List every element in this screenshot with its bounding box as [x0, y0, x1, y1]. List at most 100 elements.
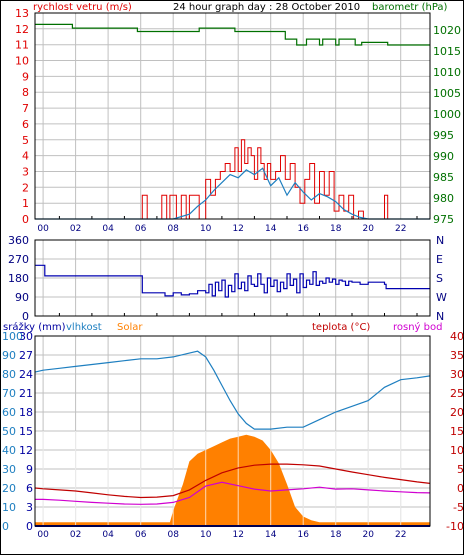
humidity-tick-label: 50	[2, 425, 16, 438]
wind-tick-label: 6	[22, 118, 29, 131]
rain-tick-label: 12	[19, 444, 33, 457]
pressure-tick-label: 995	[433, 129, 454, 142]
panel-frame-overlay	[34, 12, 431, 220]
wind-axis-title: rychlost vetru (m/s)	[33, 2, 132, 13]
temperature-tick-label: 10	[450, 444, 464, 457]
temperature-tick-label: 15	[450, 425, 464, 438]
rain-tick-label: 27	[19, 349, 33, 362]
x-tick-label: 22	[395, 530, 406, 540]
x-tick-label: 06	[135, 530, 147, 540]
x-tick-label: 06	[135, 224, 147, 234]
rain-tick-label: 9	[26, 463, 33, 476]
pressure-series-line	[35, 23, 430, 46]
pressure-tick-label: 1005	[433, 87, 461, 100]
rain-tick-label: 24	[19, 368, 33, 381]
x-tick-label: 20	[362, 530, 374, 540]
pressure-tick-label: 980	[433, 192, 454, 205]
direction-tick-label: 90	[15, 291, 29, 304]
temperature-tick-label: 35	[450, 349, 464, 362]
rain-tick-label: 18	[19, 406, 33, 419]
wind-speed-series-line	[35, 139, 430, 220]
x-tick-label: 14	[265, 224, 277, 234]
chart-title: 24 hour graph day : 28 October 2010	[173, 2, 360, 13]
panel-frame-overlay	[34, 335, 431, 527]
solar-series-area	[35, 434, 430, 526]
humidity-tick-label: 80	[2, 368, 16, 381]
wind-tick-label: 2	[22, 181, 29, 194]
compass-tick-label: N	[436, 234, 444, 247]
direction-tick-label: 0	[22, 310, 29, 323]
x-tick-label: 18	[330, 224, 342, 234]
rain-tick-label: 30	[19, 330, 33, 343]
wind-direction-series-line	[35, 264, 430, 298]
dewpoint-axis-title: rosný bod	[393, 321, 442, 333]
x-tick-label: 08	[167, 530, 179, 540]
humidity-tick-label: 60	[2, 406, 16, 419]
humidity-tick-label: 70	[2, 387, 16, 400]
pressure-tick-label: 985	[433, 171, 454, 184]
wind-tick-label: 9	[22, 70, 29, 83]
wind-tick-label: 7	[22, 102, 29, 115]
humidity-tick-label: 100	[2, 330, 23, 343]
x-tick-label: 04	[102, 530, 114, 540]
humidity-tick-label: 0	[2, 520, 9, 533]
x-tick-label: 08	[167, 224, 179, 234]
rain-tick-label: 3	[26, 501, 33, 514]
x-tick-label: 04	[102, 224, 114, 234]
temperature-axis-title: teplota (°C)	[312, 322, 370, 333]
x-tick-label: 12	[232, 224, 243, 234]
temperature-tick-label: 5	[457, 463, 464, 476]
direction-tick-label: 270	[8, 253, 29, 266]
pressure-tick-label: 1015	[433, 45, 461, 58]
x-tick-label: 10	[200, 530, 212, 540]
humidity-tick-label: 40	[2, 444, 16, 457]
x-tick-label: 10	[200, 224, 212, 234]
wind-tick-label: 0	[22, 213, 29, 226]
compass-tick-label: E	[436, 253, 443, 266]
rain-tick-label: 21	[19, 387, 33, 400]
pressure-tick-label: 990	[433, 150, 454, 163]
rain-axis-title: srážky (mm)	[3, 321, 66, 333]
x-tick-label: 16	[297, 530, 309, 540]
humidity-tick-label: 30	[2, 463, 16, 476]
pressure-tick-label: 1010	[433, 66, 461, 79]
temperature-tick-label: -10	[446, 520, 464, 533]
rain-tick-label: 0	[26, 520, 33, 533]
wind-tick-label: 5	[22, 134, 29, 147]
x-tick-label: 20	[363, 224, 375, 234]
pressure-tick-label: 1000	[433, 108, 461, 121]
rain-tick-label: 15	[19, 425, 33, 438]
x-tick-label: 00	[37, 530, 49, 540]
wind-gust-series-line	[35, 167, 430, 220]
wind-tick-label: 4	[22, 150, 29, 163]
x-tick-label: 02	[70, 224, 81, 234]
x-tick-label: 14	[265, 530, 277, 540]
humidity-axis-title: vlhkost	[66, 322, 102, 333]
x-tick-label: 00	[37, 224, 49, 234]
temperature-tick-label: 25	[450, 387, 464, 400]
chart-marks: 0123456789101112139759809859909951000100…	[2, 7, 464, 540]
temperature-tick-label: 0	[457, 482, 464, 495]
x-tick-label: 18	[330, 530, 342, 540]
pressure-axis-title: barometr (hPa)	[372, 2, 448, 13]
wind-tick-label: 10	[15, 55, 29, 68]
panel-frame-overlay	[34, 239, 431, 317]
direction-tick-label: 180	[8, 272, 29, 285]
pressure-tick-label: 1020	[433, 24, 461, 37]
wind-tick-label: 3	[22, 166, 29, 179]
temperature-tick-label: 20	[450, 406, 464, 419]
solar-axis-title: Solar	[117, 322, 143, 333]
dewpoint-series-line	[35, 481, 431, 505]
temperature-tick-label: -5	[453, 501, 464, 514]
wind-tick-label: 8	[22, 86, 29, 99]
temperature-series-line	[34, 463, 431, 499]
x-tick-label: 02	[70, 530, 81, 540]
compass-tick-label: S	[436, 272, 443, 285]
humidity-tick-label: 10	[2, 501, 16, 514]
wind-tick-label: 1	[22, 197, 29, 210]
humidity-tick-label: 20	[2, 482, 16, 495]
rain-tick-label: 6	[26, 482, 33, 495]
humidity-series-line	[34, 350, 431, 430]
wind-tick-label: 13	[15, 7, 29, 20]
